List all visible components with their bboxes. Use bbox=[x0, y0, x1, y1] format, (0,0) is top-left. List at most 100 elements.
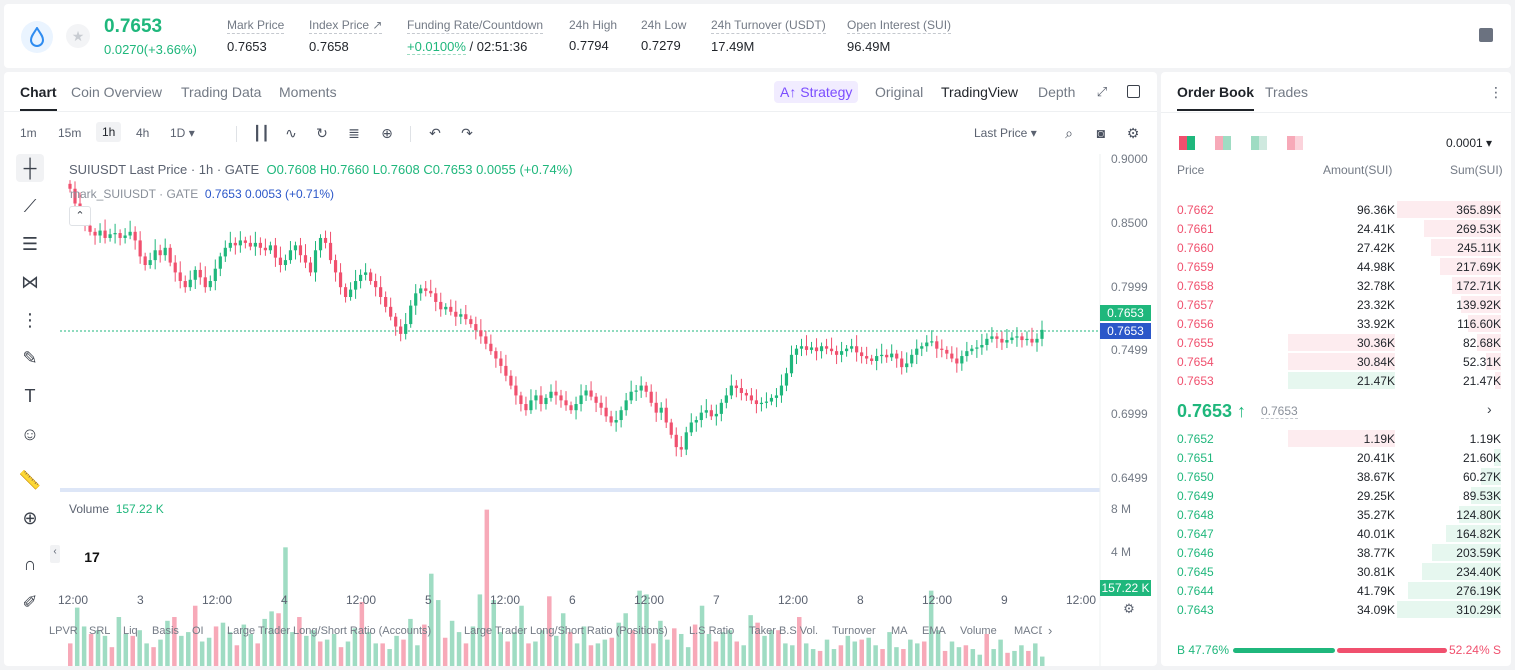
favorite-star-icon[interactable]: ★ bbox=[66, 24, 90, 48]
indicator-oi[interactable]: OI bbox=[192, 625, 204, 637]
mid-price: 0.7653 ↑ bbox=[1177, 401, 1247, 421]
bid-row[interactable]: 0.7650 38.67K 60.27K bbox=[1177, 467, 1501, 486]
ask-row[interactable]: 0.7657 23.32K 139.92K bbox=[1177, 295, 1501, 314]
stat-funding-rate: Funding Rate/Countdown +0.0100% / 02:51:… bbox=[407, 18, 544, 55]
candlestick-chart[interactable] bbox=[60, 154, 1157, 666]
bid-row[interactable]: 0.7649 29.25K 89.53K bbox=[1177, 486, 1501, 505]
compare-icon[interactable]: ↻ bbox=[316, 125, 328, 141]
scroll-right-icon[interactable]: › bbox=[1048, 623, 1053, 638]
redo-icon[interactable]: ↷ bbox=[461, 125, 473, 141]
volume-bar bbox=[956, 647, 962, 666]
crosshair-icon[interactable]: ┼ bbox=[16, 154, 44, 182]
text-tool-icon[interactable]: T bbox=[24, 386, 36, 406]
indicator-ema[interactable]: EMA bbox=[922, 625, 946, 637]
ask-row[interactable]: 0.7660 27.42K 245.11K bbox=[1177, 238, 1501, 257]
tab-trading-data[interactable]: Trading Data bbox=[181, 84, 262, 100]
tradingview-logo[interactable]: 17 bbox=[78, 547, 106, 567]
indicator-srl[interactable]: SRL bbox=[89, 625, 111, 637]
timeframe-15m[interactable]: 15m bbox=[58, 126, 82, 140]
bid-row[interactable]: 0.7651 20.41K 21.60K bbox=[1177, 448, 1501, 467]
indicator-large-trader-accounts[interactable]: Large Trader Long/Short Ratio (Accounts) bbox=[227, 625, 432, 637]
indicator-ma[interactable]: MA bbox=[891, 625, 908, 637]
view-original[interactable]: Original bbox=[875, 84, 924, 100]
indicator-macd[interactable]: MACD bbox=[1014, 625, 1042, 637]
guide-book-icon[interactable] bbox=[1479, 28, 1493, 42]
volume-bar bbox=[769, 630, 774, 666]
volume-bar bbox=[512, 632, 517, 666]
magnet-icon[interactable]: ∩ bbox=[23, 554, 37, 574]
last-price-select[interactable]: Last Price ▾ bbox=[974, 126, 1037, 140]
ask-row[interactable]: 0.7658 32.78K 172.71K bbox=[1177, 276, 1501, 295]
collapse-legend-button[interactable]: ⌃ bbox=[69, 206, 91, 226]
brush-icon[interactable]: ✎ bbox=[22, 348, 38, 368]
prediction-icon[interactable]: ⋮ bbox=[21, 310, 39, 330]
both-sides-mode-icon[interactable] bbox=[1179, 136, 1195, 150]
ask-row[interactable]: 0.7655 30.36K 82.68K bbox=[1177, 333, 1501, 352]
ask-row[interactable]: 0.7659 44.98K 217.69K bbox=[1177, 257, 1501, 276]
tab-chart[interactable]: Chart bbox=[20, 84, 57, 111]
bid-row[interactable]: 0.7647 40.01K 164.82K bbox=[1177, 524, 1501, 543]
timeframe-1h[interactable]: 1h bbox=[96, 122, 122, 142]
template-icon[interactable]: ≣ bbox=[348, 125, 360, 141]
bid-row[interactable]: 0.7645 30.81K 234.40K bbox=[1177, 562, 1501, 581]
ask-row[interactable]: 0.7661 24.41K 269.53K bbox=[1177, 219, 1501, 238]
tab-coin-overview[interactable]: Coin Overview bbox=[71, 84, 163, 100]
search-icon[interactable]: ⌕ bbox=[1065, 125, 1073, 141]
bid-row[interactable]: 0.7652 1.19K 1.19K bbox=[1177, 429, 1501, 448]
pattern-icon[interactable]: ⋈ bbox=[21, 272, 39, 292]
tab-trades[interactable]: Trades bbox=[1265, 84, 1309, 100]
ask-row[interactable]: 0.7653 21.47K 21.47K bbox=[1177, 371, 1501, 390]
camera-icon[interactable]: ◙ bbox=[1096, 125, 1106, 141]
zoom-in-icon[interactable]: ⊕ bbox=[22, 508, 38, 528]
more-options-icon[interactable]: ⋮ bbox=[1489, 84, 1503, 100]
tab-moments[interactable]: Moments bbox=[279, 84, 337, 100]
chevron-right-icon[interactable]: › bbox=[1487, 401, 1492, 417]
fullscreen-icon[interactable] bbox=[1127, 85, 1140, 98]
price-chart[interactable]: SUIUSDT Last Price · 1h · GATE O0.7608 H… bbox=[60, 152, 1157, 666]
indicator-taker-bs-vol[interactable]: Taker B.S Vol. bbox=[749, 625, 819, 637]
bid-row[interactable]: 0.7644 41.79K 276.19K bbox=[1177, 581, 1501, 600]
candle-body bbox=[860, 352, 864, 357]
view-depth[interactable]: Depth bbox=[1038, 84, 1076, 100]
strategy-button[interactable]: A↑ Strategy bbox=[774, 81, 859, 103]
time-axis-settings-icon[interactable]: ⚙ bbox=[1123, 601, 1135, 616]
undo-icon[interactable]: ↶ bbox=[429, 125, 441, 141]
timeframe-1d[interactable]: 1D ▾ bbox=[170, 126, 195, 140]
asks-only-icon[interactable] bbox=[1287, 136, 1303, 150]
add-indicator-icon[interactable]: ⊕ bbox=[381, 125, 393, 141]
expand-icon[interactable]: ⤢ bbox=[1096, 84, 1108, 99]
bid-row[interactable]: 0.7643 34.09K 310.29K bbox=[1177, 600, 1501, 619]
timeframe-1m[interactable]: 1m bbox=[20, 126, 37, 140]
collapse-toolbar-icon[interactable]: ‹ bbox=[50, 545, 60, 563]
settings-gear-icon[interactable]: ⚙ bbox=[1126, 125, 1140, 141]
indicator-volume[interactable]: Volume bbox=[960, 625, 997, 637]
ask-row[interactable]: 0.7662 96.36K 365.89K bbox=[1177, 200, 1501, 219]
bids-only-icon[interactable] bbox=[1251, 136, 1267, 150]
split-mode-icon[interactable] bbox=[1215, 136, 1231, 150]
timeframe-4h[interactable]: 4h bbox=[136, 126, 150, 140]
ruler-icon[interactable]: 📏 bbox=[18, 470, 42, 490]
row-price: 0.7650 bbox=[1177, 470, 1214, 484]
stat-index-price[interactable]: Index Price ↗ 0.7658 bbox=[309, 18, 383, 54]
volume-bar bbox=[144, 643, 149, 666]
row-price: 0.7645 bbox=[1177, 565, 1214, 579]
indicator-turnover[interactable]: Turnover bbox=[832, 625, 876, 637]
view-tradingview[interactable]: TradingView bbox=[941, 84, 1019, 100]
tab-order-book[interactable]: Order Book bbox=[1177, 84, 1255, 111]
trend-line-icon[interactable]: ⟋ bbox=[23, 196, 37, 216]
precision-select[interactable]: 0.0001 ▾ bbox=[1446, 136, 1493, 150]
bid-row[interactable]: 0.7646 38.77K 203.59K bbox=[1177, 543, 1501, 562]
emoji-icon[interactable]: ☺ bbox=[20, 424, 40, 444]
indicators-icon[interactable]: ∿ bbox=[285, 125, 297, 141]
ask-row[interactable]: 0.7654 30.84K 52.31K bbox=[1177, 352, 1501, 371]
indicator-large-trader-positions[interactable]: Large Trader Long/Short Ratio (Positions… bbox=[464, 625, 668, 637]
fib-lines-icon[interactable]: ☰ bbox=[21, 234, 39, 254]
indicator-ls-ratio[interactable]: L.S Ratio bbox=[689, 625, 735, 637]
bid-row[interactable]: 0.7648 35.27K 124.80K bbox=[1177, 505, 1501, 524]
indicator-lpvr[interactable]: LPVR bbox=[49, 625, 78, 637]
pencil-lock-icon[interactable]: ✐ bbox=[22, 592, 38, 612]
indicator-basis[interactable]: Basis bbox=[152, 625, 179, 637]
indicator-liq[interactable]: Liq bbox=[123, 625, 138, 637]
candle-type-icon[interactable]: ┃┃ bbox=[253, 125, 270, 141]
ask-row[interactable]: 0.7656 33.92K 116.60K bbox=[1177, 314, 1501, 333]
